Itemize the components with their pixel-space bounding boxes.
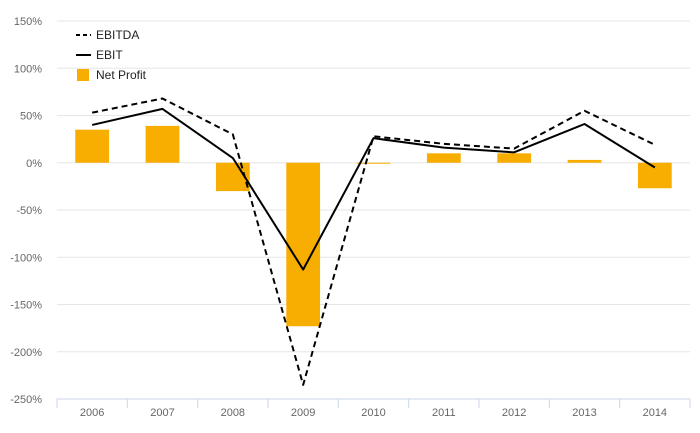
y-tick-label: 0% xyxy=(26,158,42,170)
bar-net-profit xyxy=(356,162,391,164)
x-tick-label: 2006 xyxy=(80,407,104,419)
bar-net-profit xyxy=(75,129,110,163)
net-profit-bars xyxy=(75,125,672,327)
axes: 150% 100% 50% 0% -50% -100% -150% -200% -250% 200… xyxy=(10,16,691,419)
legend-label-ebit: EBIT xyxy=(96,48,123,62)
line-ebitda xyxy=(91,97,656,386)
bar-net-profit xyxy=(567,159,602,163)
y-tick-label: 150% xyxy=(14,16,42,28)
x-tick-label: 2014 xyxy=(643,407,667,419)
bar-net-profit xyxy=(497,153,532,163)
x-tick-label: 2010 xyxy=(361,407,385,419)
y-tick-label: -250% xyxy=(10,394,42,406)
x-tick-label: 2013 xyxy=(572,407,596,419)
gridlines xyxy=(57,20,690,400)
bar-net-profit xyxy=(145,125,180,163)
y-tick-label: 100% xyxy=(14,63,42,75)
legend-swatch-net-profit xyxy=(77,69,89,81)
x-tick-label: 2008 xyxy=(221,407,245,419)
y-tick-label: -100% xyxy=(10,252,42,264)
y-tick-label: 50% xyxy=(20,111,42,123)
bar-net-profit xyxy=(426,153,461,163)
line-ebit xyxy=(91,107,656,271)
x-tick-label: 2012 xyxy=(502,407,526,419)
legend-label-net-profit: Net Profit xyxy=(96,68,147,82)
y-tick-label: -200% xyxy=(10,347,42,359)
legend-label-ebitda: EBITDA xyxy=(96,28,139,42)
y-tick-label: -150% xyxy=(10,300,42,312)
x-tick-label: 2007 xyxy=(150,407,174,419)
y-tick-label: -50% xyxy=(16,205,42,217)
x-tick-label: 2009 xyxy=(291,407,315,419)
legend: EBITDA EBIT Net Profit xyxy=(76,28,147,82)
line-series xyxy=(91,97,656,386)
bar-net-profit xyxy=(286,162,321,327)
x-tick-label: 2011 xyxy=(432,407,456,419)
